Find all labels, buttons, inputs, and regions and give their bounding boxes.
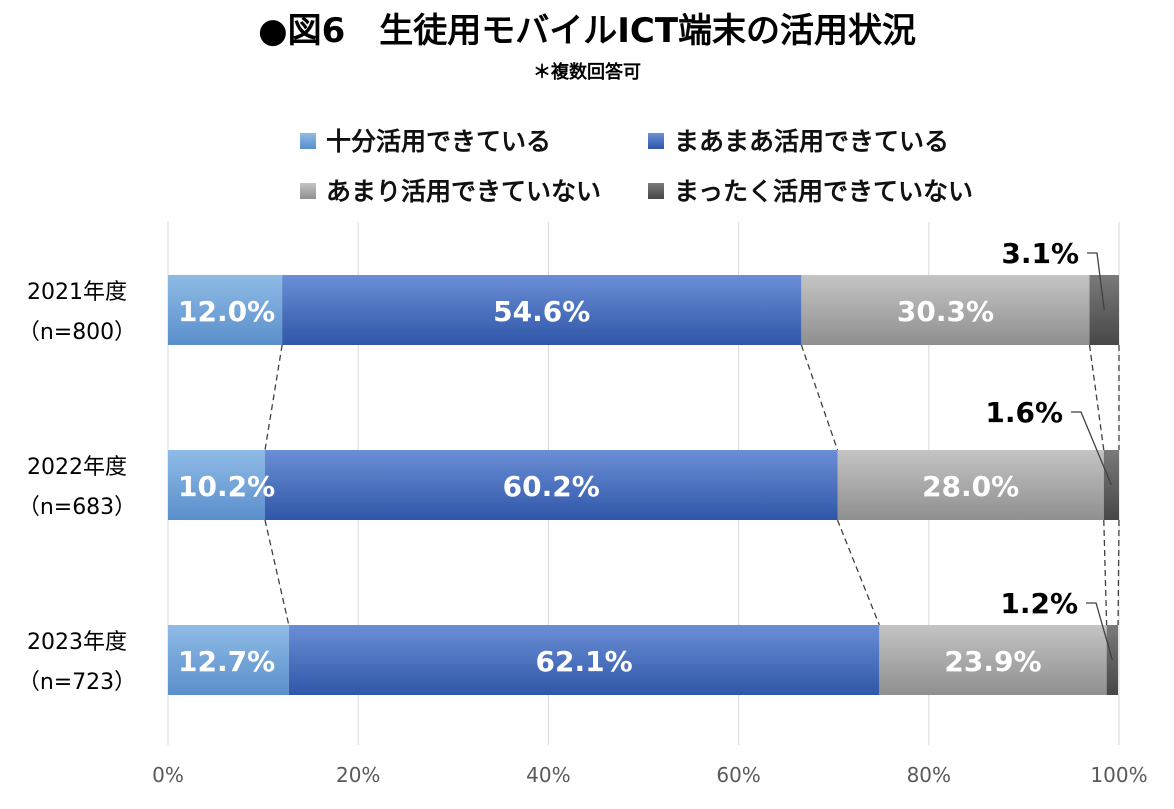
legend-swatch	[648, 133, 664, 149]
data-label: 54.6%	[493, 295, 590, 328]
data-label: 1.2%	[1000, 587, 1078, 620]
legend-label: あまり活用できていない	[326, 177, 601, 206]
leader-line	[1087, 252, 1105, 311]
legend-swatch	[300, 183, 316, 199]
bar-segment	[1103, 450, 1119, 520]
connector-line	[264, 519, 290, 626]
data-label: 23.9%	[944, 645, 1041, 678]
legend-label: まったく活用できていない	[674, 177, 973, 206]
data-label: 28.0%	[922, 470, 1019, 503]
legend-swatch	[648, 183, 664, 199]
leader-line	[1086, 602, 1113, 661]
data-label: 3.1%	[1001, 237, 1079, 270]
data-labels: 12.0% 54.6% 30.3%3.1% 10.2% 60.2% 28.0% 1.6% 12…	[178, 237, 1113, 678]
data-label: 12.0%	[178, 295, 275, 328]
leader-line	[1071, 411, 1112, 486]
connector-line	[1088, 344, 1105, 451]
x-tick-label: 0%	[152, 763, 184, 787]
bar-segment	[282, 275, 802, 345]
bar-segment	[879, 625, 1107, 695]
legend-swatch	[300, 133, 316, 149]
x-tick-label: 20%	[336, 763, 380, 787]
category-n-label: （n=800）	[18, 320, 136, 345]
bar-segment	[265, 450, 838, 520]
category-year-label: 2022年度	[27, 455, 127, 480]
bar-segment	[168, 275, 283, 345]
bar-segment	[801, 275, 1090, 345]
bars	[168, 275, 1119, 695]
data-label: 60.2%	[503, 470, 600, 503]
x-tick-label: 60%	[716, 763, 760, 787]
chart-title: ●図6 生徒用モバイルICT端末の活用状況	[258, 11, 916, 51]
category-axis: 2021年度 （n=800） 2022年度 （n=683） 2023年度 （n=723）	[18, 280, 136, 695]
category-year-label: 2021年度	[27, 280, 127, 305]
x-tick-label: 100%	[1090, 763, 1147, 787]
connector-line	[1103, 519, 1108, 626]
bar-segment	[837, 450, 1104, 520]
x-axis: 0% 20% 40% 60% 80% 100%	[152, 763, 1147, 787]
x-tick-label: 40%	[526, 763, 570, 787]
category-n-label: （n=723）	[18, 670, 136, 695]
category-n-label: （n=683）	[18, 495, 136, 520]
data-label: 1.6%	[985, 396, 1063, 429]
bar-segment	[288, 625, 880, 695]
data-label: 10.2%	[178, 470, 275, 503]
x-tick-label: 80%	[907, 763, 951, 787]
data-label: 12.7%	[178, 645, 275, 678]
bar-segment	[168, 625, 289, 695]
connector-line	[1117, 519, 1120, 626]
connector-lines	[264, 344, 1120, 626]
chart-subtitle: ＊複数回答可	[533, 61, 641, 83]
bar-segment	[168, 450, 266, 520]
connector-line	[800, 344, 839, 451]
category-year-label: 2023年度	[27, 630, 127, 655]
data-label: 62.1%	[535, 645, 632, 678]
data-label: 30.3%	[897, 295, 994, 328]
legend-label: まあまあ活用できている	[674, 127, 949, 156]
legend-label: 十分活用できている	[326, 127, 551, 156]
connector-line	[264, 344, 283, 451]
connector-line	[836, 519, 880, 626]
